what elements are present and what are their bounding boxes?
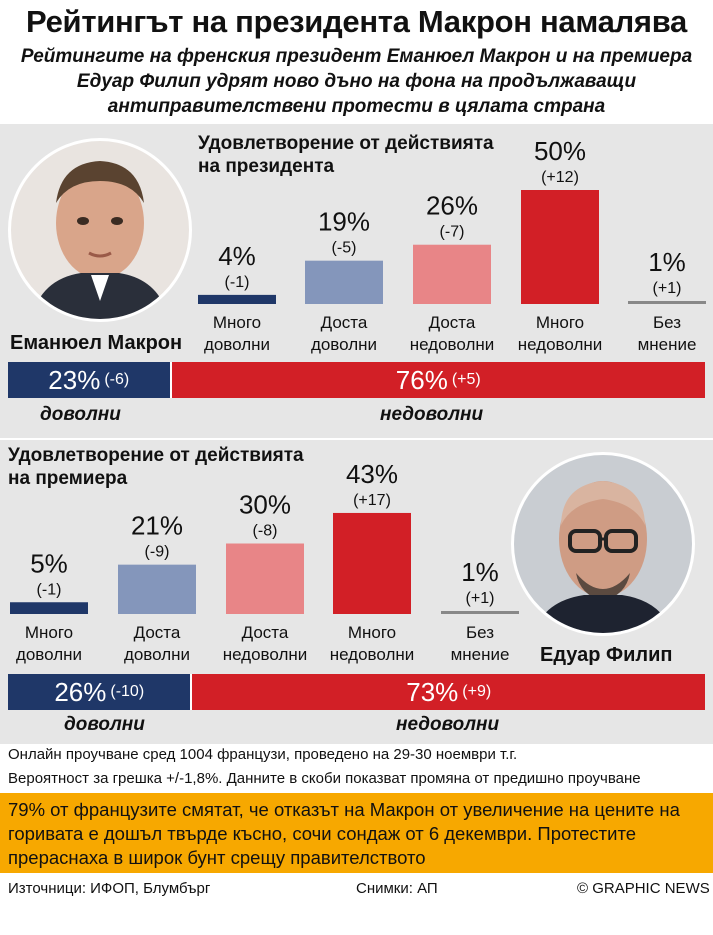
chart-title-line: Удовлетворение от действията — [198, 133, 494, 154]
category-label: недоволни — [410, 335, 495, 354]
satisfied-segment: 26% (-10) — [8, 674, 191, 710]
bar-mark — [521, 190, 599, 304]
highlight-text: 79% от французите смятат, че отказът на … — [8, 799, 680, 868]
bar-mark — [413, 244, 491, 304]
premier-split-bar: 26% (-10) 73% (+9) — [8, 674, 705, 710]
dissatisfied-segment: 73% (+9) — [190, 674, 705, 710]
category-label: Много — [348, 623, 396, 642]
category-label: Много — [213, 313, 261, 332]
sources-text: Източници: ИФОП, Блумбърг — [8, 880, 211, 897]
category-label: Без — [466, 623, 494, 642]
value-label: 4% — [218, 241, 256, 271]
category-label: доволни — [311, 335, 377, 354]
category-label: Доста — [429, 313, 476, 332]
value-label: 50% — [534, 136, 586, 166]
dissatisfied-change: (+9) — [462, 683, 492, 700]
category-label: мнение — [638, 335, 697, 354]
dissatisfied-change: (+5) — [451, 371, 481, 388]
category-label: доволни — [124, 645, 190, 664]
graphic-news-credit: © GRAPHIC NEWS — [577, 880, 710, 897]
president-name: Еманюел Макрон — [10, 332, 183, 354]
subtitle-line: антиправителствени протести в цялата стр… — [107, 96, 606, 117]
subtitle: Рейтингите на френския президент Еманюел… — [0, 44, 713, 119]
category-label: недоволни — [518, 335, 603, 354]
change-label: (-1) — [225, 274, 250, 291]
change-label: (+1) — [653, 280, 682, 297]
chart-title-line: на премиера — [8, 468, 128, 489]
president-chart-title: Удовлетворение от действията на президен… — [198, 132, 498, 178]
premier-name: Едуар Филип — [540, 644, 673, 666]
value-label: 26% — [426, 191, 478, 221]
category-label: доволни — [204, 335, 270, 354]
satisfied-label: доволни — [64, 714, 145, 735]
macron-photo — [8, 138, 192, 322]
bar-mark — [10, 602, 88, 614]
premier-bar-chart: (-1) 5% Много доволни (-9) 21% Доста доволни (-8… — [10, 459, 519, 664]
change-label: (-1) — [37, 581, 62, 598]
chart-title-line: на президента — [198, 156, 335, 177]
category-label: Доста — [242, 623, 289, 642]
satisfied-change: (-10) — [110, 683, 145, 700]
value-label: 5% — [30, 548, 68, 578]
bar-mark — [305, 260, 383, 304]
category-label: Без — [653, 313, 681, 332]
highlight-box — [0, 793, 713, 873]
change-label: (+1) — [466, 590, 495, 607]
error-note: Вероятност за грешка +/-1,8%. Данните в … — [8, 770, 641, 787]
bar-mark — [333, 512, 411, 614]
bar-mark — [441, 611, 519, 614]
subtitle-line: Рейтингите на френския президент Еманюел… — [20, 46, 693, 67]
value-label: 43% — [346, 459, 398, 489]
satisfied-segment: 23% (-6) — [8, 362, 170, 398]
philippe-photo — [511, 452, 695, 636]
value-label: 19% — [318, 207, 370, 237]
category-label: доволни — [16, 645, 82, 664]
category-label: Много — [536, 313, 584, 332]
bar-mark — [198, 294, 276, 304]
photos-credit: Снимки: АП — [356, 880, 438, 897]
bar-mark — [226, 543, 304, 614]
portrait-icon — [11, 141, 189, 319]
premier-chart-title: Удовлетворение от действията на премиера — [8, 444, 308, 490]
president-bar-chart: (-1) 4% Много доволни (-5) 19% Доста доволни (-7… — [198, 136, 706, 354]
category-label: недоволни — [223, 645, 308, 664]
page-title: Рейтингът на президента Макрон намалява — [26, 4, 687, 39]
portrait-icon — [514, 455, 692, 633]
change-label: (-8) — [253, 523, 278, 540]
bar-mark — [118, 564, 196, 614]
satisfied-change: (-6) — [104, 371, 130, 388]
satisfied-value: 23% — [48, 364, 101, 395]
dissatisfied-label: недоволни — [396, 714, 500, 735]
satisfied-value: 26% — [54, 676, 107, 707]
category-label: мнение — [451, 645, 510, 664]
value-label: 21% — [131, 511, 183, 541]
subtitle-line: Едуар Филип удрят ново дъно на фона на п… — [76, 71, 637, 92]
category-label: Много — [25, 623, 73, 642]
value-label: 1% — [461, 557, 499, 587]
value-label: 30% — [239, 490, 291, 520]
value-label: 1% — [648, 247, 686, 277]
dissatisfied-value: 76% — [395, 364, 448, 395]
category-label: недоволни — [330, 645, 415, 664]
change-label: (+12) — [541, 169, 579, 186]
dissatisfied-label: недоволни — [380, 404, 484, 425]
dissatisfied-segment: 76% (+5) — [169, 362, 705, 398]
chart-title-line: Удовлетворение от действията — [8, 445, 304, 466]
satisfied-label: доволни — [40, 404, 121, 425]
change-label: (+17) — [353, 492, 391, 509]
category-label: Доста — [134, 623, 181, 642]
category-label: Доста — [321, 313, 368, 332]
dissatisfied-value: 73% — [406, 676, 459, 707]
survey-note: Онлайн проучване сред 1004 французи, про… — [8, 746, 518, 763]
change-label: (-7) — [440, 224, 465, 241]
change-label: (-5) — [332, 240, 357, 257]
president-split-bar: 23% (-6) 76% (+5) — [8, 362, 705, 398]
change-label: (-9) — [145, 544, 170, 561]
bar-mark — [628, 301, 706, 304]
